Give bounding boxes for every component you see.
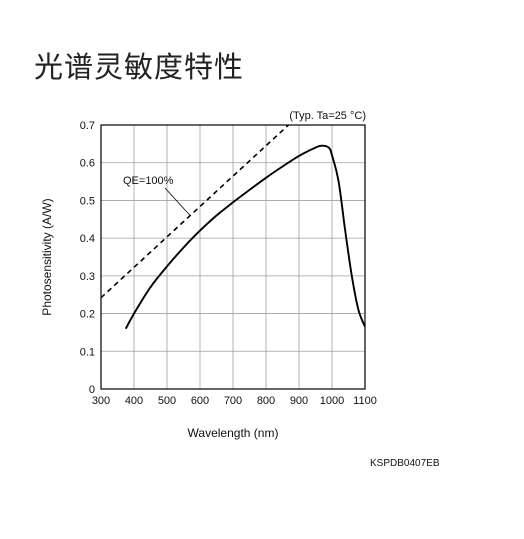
x-tick-label: 500: [158, 395, 176, 407]
x-tick-label: 1100: [353, 395, 377, 407]
x-tick-label: 800: [257, 395, 275, 407]
y-tick-label: 0.1: [80, 346, 95, 358]
photosensitivity-curve: [124, 144, 365, 330]
chart-series: [101, 125, 365, 330]
y-tick-label: 0: [89, 384, 95, 396]
page-title: 光谱灵敏度特性: [34, 50, 245, 84]
y-tick-label: 0.4: [80, 233, 95, 245]
y-axis-title: Photosensitivity (A/W): [40, 198, 54, 315]
x-tick-label: 300: [92, 395, 110, 407]
x-tick-label: 900: [290, 395, 308, 407]
x-tick-label: 1000: [320, 395, 344, 407]
y-axis-ticks: 0 0.1 0.2 0.3 0.4 0.5 0.6 0.7: [80, 120, 95, 396]
qe-annotation-leader: [164, 187, 191, 216]
plot-frame: [100, 124, 366, 390]
y-tick-label: 0.7: [80, 120, 95, 132]
y-tick-label: 0.6: [80, 158, 95, 170]
figure-code: KSPDB0407EB: [370, 458, 440, 469]
x-tick-label: 600: [191, 395, 209, 407]
chart-grid: [101, 125, 365, 389]
qe-annotation-label: QE=100%: [123, 175, 174, 187]
y-tick-label: 0.5: [80, 195, 95, 207]
x-tick-label: 400: [125, 395, 143, 407]
condition-note: (Typ. Ta=25 °C): [289, 110, 366, 122]
y-tick-label: 0.3: [80, 271, 95, 283]
x-axis-title: Wavelength (nm): [188, 426, 279, 440]
y-tick-label: 0.2: [80, 309, 95, 321]
x-tick-label: 700: [224, 395, 242, 407]
x-axis-ticks: 300 400 500 600 700 800 900 1000 1100: [92, 395, 377, 407]
